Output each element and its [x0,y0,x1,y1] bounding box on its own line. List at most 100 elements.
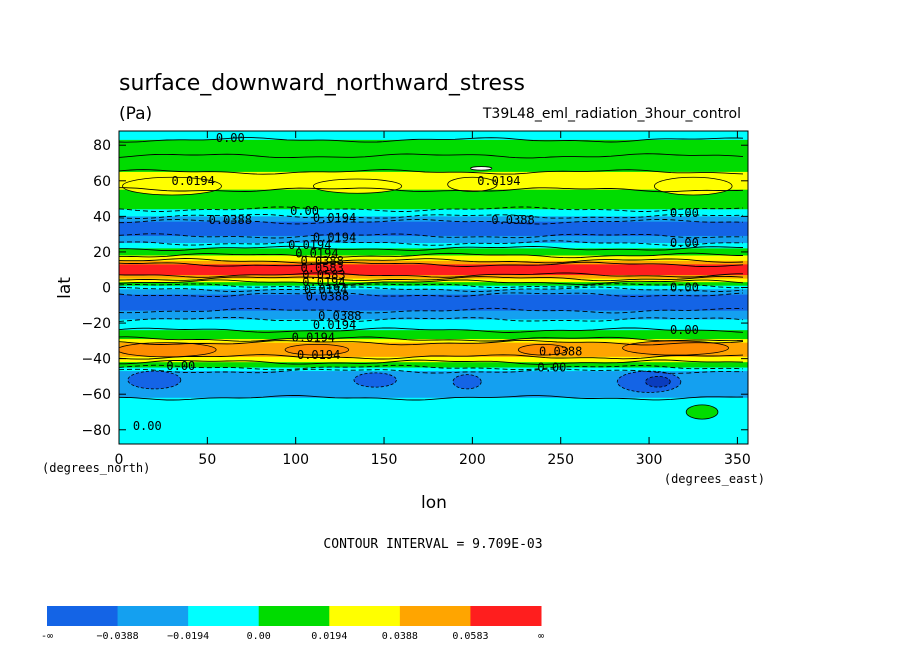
heatmap-band [119,319,748,331]
heatmap-band [119,362,748,369]
contour-label: 0.0388 [539,345,582,359]
heatmap-band [119,294,748,312]
contour-line [119,153,744,159]
contour-line [119,354,744,360]
contour-line [119,272,743,278]
colorbar-segment [258,606,330,626]
heatmap-band [119,264,748,276]
heatmap-blob [645,376,671,388]
contour-line [119,279,744,285]
contour-label: 0.0388 [301,254,344,268]
colorbar-segment [399,606,471,626]
heatmap-band [119,367,748,372]
contour-label: 0.0194 [313,211,356,225]
contour-line [119,307,744,314]
contour-line [119,327,744,333]
contour-lines [119,137,744,401]
x-axis: 0 50 100 150 200 250 300 350 [115,131,751,468]
heatmap-band [119,397,748,444]
colorbar-label: -∞ [41,631,53,642]
heatmap-blob [452,374,482,390]
contour-label: 0.0194 [292,330,335,344]
contour-label: 0.00 [670,323,699,337]
contour-line [119,213,743,219]
y-axis-label: lat [55,277,75,299]
contour-label: 0.0388 [491,213,534,227]
contour-label: 0.00 [216,131,245,145]
heatmap-blob [119,342,217,358]
color-bands [119,131,748,444]
contour-label: 0.0194 [304,282,347,296]
heatmap-blob [353,372,397,388]
heatmap-band [119,221,748,237]
contour-line [119,206,744,212]
colorbar-label: 0.0388 [382,631,418,642]
contour-label: 0.00 [537,361,566,375]
contour-line [119,395,744,401]
contour-label: 0.0194 [313,231,356,245]
y-axis-units: (degrees_north) [42,461,150,475]
heatmap-band [119,356,748,363]
heatmap-blob [127,370,182,390]
y-tick-label: 20 [93,245,111,261]
heatmap-band [119,342,748,358]
contour-label: 0.00 [290,204,319,218]
heatmap-band [119,260,748,265]
chart-title: surface_downward_northward_stress [119,71,525,96]
x-tick-label: 50 [198,452,216,468]
colorbar-label: −0.0388 [96,631,138,642]
heatmap-band [119,131,748,141]
heatmap-band [119,171,748,191]
y-tick-label: −40 [81,352,111,368]
contour-line [119,336,744,342]
contour-label: 0.00 [166,359,195,373]
colorbar-label: −0.0194 [167,631,209,642]
heatmap-blob [685,404,719,420]
colorbar-label: 0.0194 [311,631,347,642]
colorbar-label: 0.00 [247,631,271,642]
contour-label: 0.0194 [313,318,356,332]
x-tick-label: 100 [282,452,309,468]
x-tick-label: 0 [115,452,124,468]
contour-label: 0.0194 [172,174,215,188]
contour-line [119,368,743,374]
y-tick-label: 80 [93,138,111,154]
heatmap-band [119,243,748,249]
contour-line [119,339,744,346]
contour-line [119,316,744,322]
colorbar-label: ∞ [538,631,544,642]
heatmap-blob [517,344,569,356]
x-axis-label: lon [421,493,447,513]
heatmap-blob [284,344,350,356]
x-tick-label: 150 [371,452,398,468]
heatmap-band [119,216,748,223]
y-tick-label: −20 [81,316,111,332]
heatmap-band [119,289,748,296]
contour-line [119,286,744,293]
colorbar: -∞ −0.0388 −0.0194 0.00 0.0194 0.0388 0.0583 ∞ [41,606,544,642]
contour-line [119,359,744,365]
x-tick-label: 350 [724,452,751,468]
contour-line [119,283,743,289]
x-tick-label: 200 [459,452,486,468]
contour-line [119,233,744,239]
contour-line [119,258,744,264]
colorbar-segment [329,606,401,626]
y-tick-label: 0 [102,281,111,297]
heatmap-blob [447,176,498,192]
contour-label: 0.0194 [477,174,520,188]
y-tick-label: 40 [93,209,111,225]
x-axis-units: (degrees_east) [664,472,765,486]
colorbar-segment [470,606,542,626]
contour-label: 0.0194 [297,348,340,362]
y-tick-label: 60 [93,174,111,190]
colorbar-label: 0.0583 [452,631,488,642]
heatmap-band [119,330,748,340]
heatmap-band [119,209,748,217]
contour-line [119,252,743,259]
heatmap-band [119,155,748,173]
heatmap-blob [470,166,493,171]
